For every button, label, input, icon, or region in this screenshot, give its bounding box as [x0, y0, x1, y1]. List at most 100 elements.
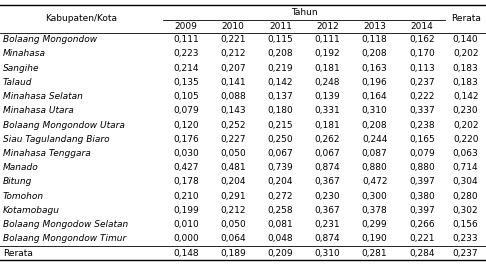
- Text: 0,181: 0,181: [314, 64, 340, 73]
- Text: 0,000: 0,000: [173, 234, 199, 243]
- Text: 0,139: 0,139: [314, 92, 340, 101]
- Text: 0,079: 0,079: [173, 106, 199, 115]
- Text: 0,397: 0,397: [409, 206, 434, 215]
- Text: 0,310: 0,310: [314, 249, 340, 258]
- Text: 0,137: 0,137: [267, 92, 293, 101]
- Text: 0,142: 0,142: [453, 92, 478, 101]
- Text: 0,156: 0,156: [453, 220, 479, 229]
- Text: 2014: 2014: [410, 22, 433, 31]
- Text: 0,067: 0,067: [314, 149, 340, 158]
- Text: 0,284: 0,284: [409, 249, 434, 258]
- Text: 0,170: 0,170: [409, 49, 434, 58]
- Text: 0,142: 0,142: [268, 78, 293, 87]
- Text: 0,189: 0,189: [220, 249, 246, 258]
- Text: 0,223: 0,223: [174, 49, 199, 58]
- Text: 0,378: 0,378: [362, 206, 387, 215]
- Text: 0,141: 0,141: [221, 78, 246, 87]
- Text: 2013: 2013: [363, 22, 386, 31]
- Text: 0,140: 0,140: [453, 35, 479, 44]
- Text: 0,067: 0,067: [267, 149, 293, 158]
- Text: 0,079: 0,079: [409, 149, 434, 158]
- Text: 0,230: 0,230: [453, 106, 479, 115]
- Text: 0,183: 0,183: [453, 78, 479, 87]
- Text: 0,180: 0,180: [267, 106, 293, 115]
- Text: 0,300: 0,300: [362, 192, 387, 201]
- Text: 0,302: 0,302: [453, 206, 479, 215]
- Text: Manado: Manado: [3, 163, 39, 172]
- Text: 0,163: 0,163: [362, 64, 387, 73]
- Text: 0,238: 0,238: [409, 121, 434, 130]
- Text: 0,221: 0,221: [409, 234, 434, 243]
- Text: 0,214: 0,214: [174, 64, 199, 73]
- Text: 0,135: 0,135: [173, 78, 199, 87]
- Text: 0,880: 0,880: [409, 163, 434, 172]
- Text: 0,258: 0,258: [268, 206, 293, 215]
- Text: 0,367: 0,367: [314, 206, 340, 215]
- Text: 2012: 2012: [316, 22, 339, 31]
- Text: Talaud: Talaud: [3, 78, 33, 87]
- Text: 0,088: 0,088: [220, 92, 246, 101]
- Text: 0,222: 0,222: [409, 92, 434, 101]
- Text: Minahasa: Minahasa: [3, 49, 46, 58]
- Text: 0,237: 0,237: [453, 249, 479, 258]
- Text: 0,208: 0,208: [268, 49, 293, 58]
- Text: 0,204: 0,204: [221, 178, 246, 187]
- Text: 0,118: 0,118: [362, 35, 387, 44]
- Text: 0,244: 0,244: [362, 135, 387, 144]
- Text: 0,143: 0,143: [221, 106, 246, 115]
- Text: 0,215: 0,215: [268, 121, 293, 130]
- Text: 0,063: 0,063: [453, 149, 479, 158]
- Text: 0,111: 0,111: [314, 35, 340, 44]
- Text: 0,248: 0,248: [315, 78, 340, 87]
- Text: 0,212: 0,212: [221, 206, 246, 215]
- Text: 0,481: 0,481: [221, 163, 246, 172]
- Text: 0,115: 0,115: [267, 35, 293, 44]
- Text: Rerata: Rerata: [3, 249, 33, 258]
- Text: Bolaang Mongodow Selatan: Bolaang Mongodow Selatan: [3, 220, 128, 229]
- Text: 0,202: 0,202: [453, 49, 478, 58]
- Text: 0,111: 0,111: [173, 35, 199, 44]
- Text: 0,030: 0,030: [173, 149, 199, 158]
- Text: 0,266: 0,266: [409, 220, 434, 229]
- Text: Kabupaten/Kota: Kabupaten/Kota: [45, 14, 117, 23]
- Text: 0,190: 0,190: [362, 234, 387, 243]
- Text: 0,050: 0,050: [220, 220, 246, 229]
- Text: 0,880: 0,880: [362, 163, 387, 172]
- Text: 0,281: 0,281: [362, 249, 387, 258]
- Text: 0,212: 0,212: [221, 49, 246, 58]
- Text: 0,048: 0,048: [268, 234, 293, 243]
- Text: 0,202: 0,202: [453, 121, 478, 130]
- Text: 0,207: 0,207: [221, 64, 246, 73]
- Text: 0,397: 0,397: [409, 178, 434, 187]
- Text: 0,231: 0,231: [315, 220, 340, 229]
- Text: 0,010: 0,010: [173, 220, 199, 229]
- Text: Bitung: Bitung: [3, 178, 32, 187]
- Text: Tahun: Tahun: [291, 8, 317, 17]
- Text: 2009: 2009: [174, 22, 197, 31]
- Text: Sangihe: Sangihe: [3, 64, 39, 73]
- Text: 0,120: 0,120: [174, 121, 199, 130]
- Text: Bolaang Mongondow Timur: Bolaang Mongondow Timur: [3, 234, 126, 243]
- Text: 0,472: 0,472: [362, 178, 387, 187]
- Text: 0,178: 0,178: [173, 178, 199, 187]
- Text: 0,148: 0,148: [174, 249, 199, 258]
- Text: 0,337: 0,337: [409, 106, 434, 115]
- Text: 0,739: 0,739: [267, 163, 293, 172]
- Text: 0,262: 0,262: [315, 135, 340, 144]
- Text: 0,192: 0,192: [315, 49, 340, 58]
- Text: 0,208: 0,208: [362, 121, 387, 130]
- Text: 0,233: 0,233: [453, 234, 479, 243]
- Text: 0,427: 0,427: [174, 163, 199, 172]
- Text: 0,304: 0,304: [453, 178, 479, 187]
- Text: 0,113: 0,113: [409, 64, 434, 73]
- Text: 0,220: 0,220: [453, 135, 478, 144]
- Text: 0,331: 0,331: [314, 106, 340, 115]
- Text: Bolaang Mongondow: Bolaang Mongondow: [3, 35, 97, 44]
- Text: 0,310: 0,310: [362, 106, 387, 115]
- Text: 0,874: 0,874: [315, 163, 340, 172]
- Text: Minahasa Utara: Minahasa Utara: [3, 106, 74, 115]
- Text: 0,176: 0,176: [173, 135, 199, 144]
- Text: 0,199: 0,199: [173, 206, 199, 215]
- Text: Tomohon: Tomohon: [3, 192, 44, 201]
- Text: 0,210: 0,210: [174, 192, 199, 201]
